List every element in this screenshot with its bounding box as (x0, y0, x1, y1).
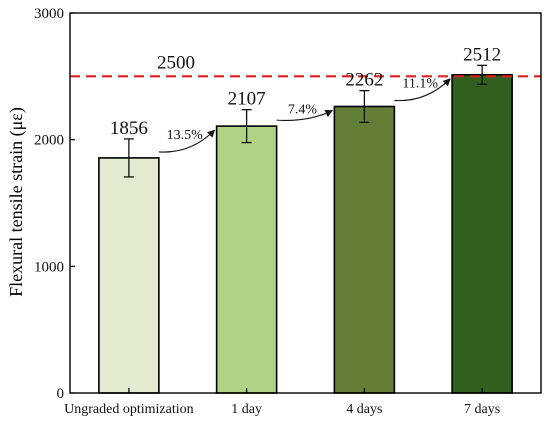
increase-arrow-0 (158, 129, 216, 153)
increase-arrow-2 (394, 78, 451, 102)
value-label-3: 2512 (463, 44, 501, 65)
reference-line-group: 2500 (70, 52, 541, 78)
bar-3 (451, 74, 513, 394)
reference-line-label: 2500 (157, 52, 195, 73)
y-tick-label-0: 0 (57, 386, 65, 402)
x-tick-label-2: 4 days (346, 402, 382, 417)
increase-label-1: 7.4% (288, 102, 318, 117)
value-labels: 1856 2107 2262 2512 (110, 44, 501, 139)
plot-frame (69, 12, 542, 394)
y-tick-label-3: 3000 (34, 6, 64, 22)
bar-2 (333, 105, 396, 394)
bar-1 (215, 125, 278, 394)
increase-label-2: 11.1% (402, 77, 438, 92)
increase-label-0: 13.5% (167, 128, 204, 143)
y-axis-label: Flexural tensile strain (με) (6, 107, 27, 297)
x-tick-label-0: Ungraded optimization (64, 402, 193, 417)
value-label-0: 1856 (110, 118, 148, 139)
y-tick-label-2: 2000 (34, 133, 64, 149)
value-label-2: 2262 (345, 70, 383, 91)
increase-arrow-1 (276, 109, 334, 121)
value-label-1: 2107 (228, 89, 266, 110)
bars (98, 74, 513, 394)
y-tick-label-1: 1000 (34, 259, 64, 275)
bar-0 (98, 157, 160, 394)
increase-arrows: 13.5% 7.4% 11.1% (158, 77, 451, 153)
error-bars (123, 64, 488, 178)
x-tick-label-3: 7 days (464, 402, 500, 417)
x-tick-label-1: 1 day (231, 402, 262, 417)
axes: 0 1000 2000 3000 Ungraded optimization 1 day 4… (34, 6, 542, 417)
